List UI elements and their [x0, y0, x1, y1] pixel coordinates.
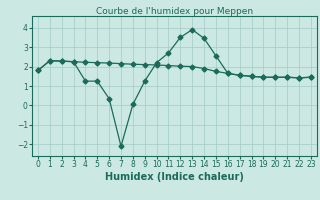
X-axis label: Humidex (Indice chaleur): Humidex (Indice chaleur) — [105, 172, 244, 182]
Title: Courbe de l'humidex pour Meppen: Courbe de l'humidex pour Meppen — [96, 7, 253, 16]
